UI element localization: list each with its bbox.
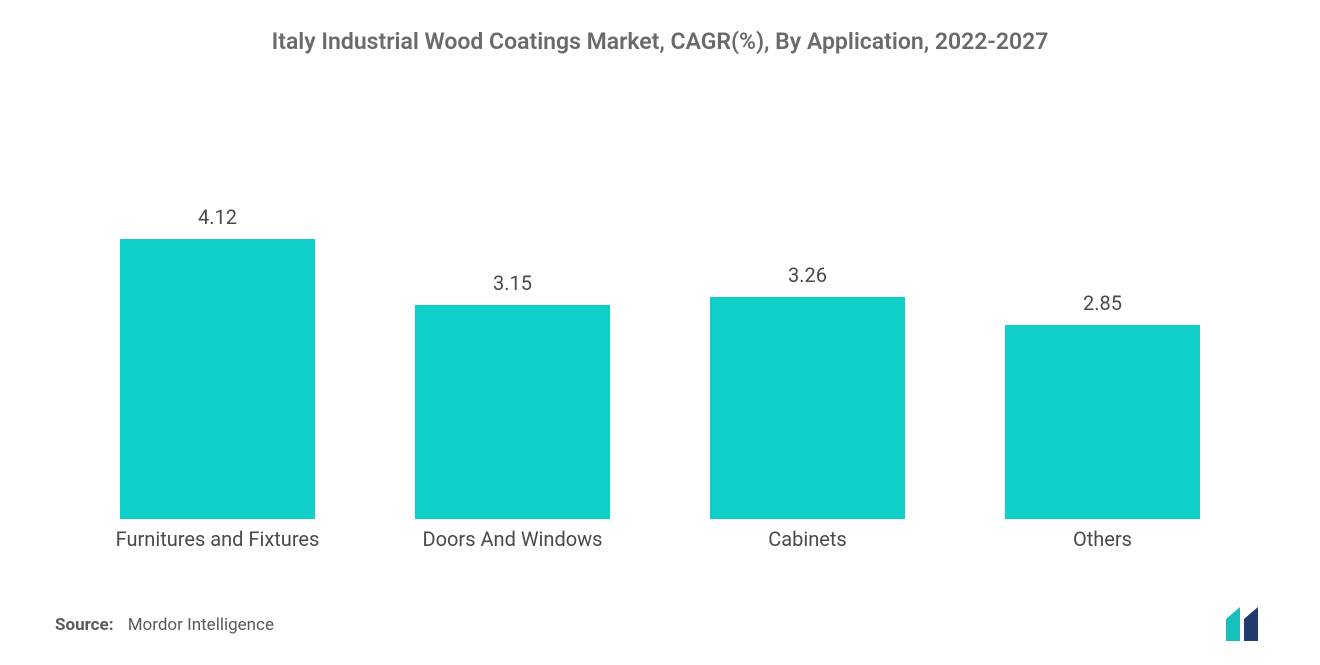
source-line: Source: Mordor Intelligence [55,615,274,635]
category-label: Cabinets [658,519,958,551]
bar-value-label: 3.26 [788,263,827,287]
bar-value-label: 4.12 [198,205,237,229]
bar [710,297,905,519]
category-label: Furnitures and Fixtures [68,519,368,551]
bar [415,305,610,519]
bar-group: 4.12 Furnitures and Fixtures [70,130,365,519]
category-label: Others [953,519,1253,551]
bar-group: 3.26 Cabinets [660,130,955,519]
bar-group: 2.85 Others [955,130,1250,519]
bar-group: 3.15 Doors And Windows [365,130,660,519]
brand-logo-icon [1222,605,1280,641]
chart-title: Italy Industrial Wood Coatings Market, C… [0,0,1320,55]
category-label: Doors And Windows [363,519,663,551]
plot-area: 4.12 Furnitures and Fixtures 3.15 Doors … [70,130,1250,520]
bar-value-label: 3.15 [493,271,532,295]
source-text: Mordor Intelligence [128,615,274,635]
source-label: Source: [55,615,113,635]
bar-value-label: 2.85 [1083,291,1122,315]
bar [120,239,315,519]
bar [1005,325,1200,519]
